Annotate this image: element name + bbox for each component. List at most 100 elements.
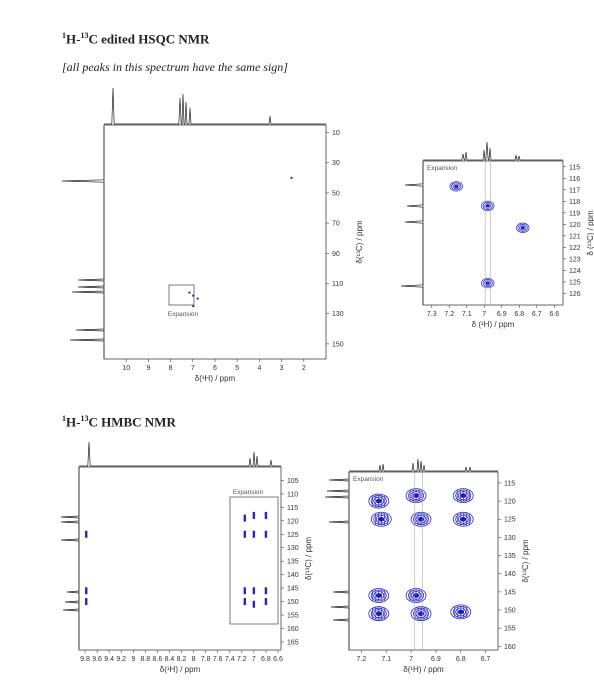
- hsqc-exp-peak: [449, 181, 463, 192]
- hmbc-exp-frame: [348, 471, 499, 651]
- hsqc-exp-peak-contour: [452, 183, 460, 190]
- hsqc-full-ytick-label: 150: [332, 341, 344, 348]
- hsqc-exp-1h-projection: [423, 141, 563, 161]
- hsqc-full-ytick-label: 50: [332, 190, 340, 197]
- hsqc-exp-peak-contour: [519, 225, 527, 231]
- hsqc-exp-xtick-label: 7: [482, 311, 486, 318]
- hsqc-exp-ytick-label: 118: [569, 199, 580, 206]
- hmbc-full-peak: [264, 511, 268, 519]
- hmbc-full-peak: [252, 511, 256, 519]
- hsqc-exp-ytick-label: 120: [569, 222, 581, 229]
- hmbc-full-xtick-label: 7: [252, 656, 256, 663]
- hmbc-full-peak: [243, 587, 247, 595]
- hsqc-exp-frame: [422, 160, 564, 306]
- hmbc-exp-peak: [368, 493, 390, 509]
- hmbc-exp-peak: [370, 511, 392, 527]
- hsqc-full-xtick-label: 4: [257, 365, 261, 372]
- hsqc-full-frame: [103, 124, 327, 360]
- hmbc-exp-peak: [452, 488, 474, 504]
- hsqc-full-xtick-label: 3: [280, 365, 284, 372]
- hsqc-exp-xlabel: δ (¹H) / ppm: [472, 320, 515, 329]
- hmbc-exp-peak-contour: [370, 511, 392, 527]
- hmbc-exp-peak-contour: [368, 606, 390, 622]
- hsqc-exp-peak-contour: [516, 222, 530, 233]
- hsqc-full-xtick-label: 10: [122, 365, 130, 372]
- hmbc-full-ytick-label: 145: [287, 586, 299, 593]
- hsqc-exp-ylabel: δ (¹³C) / ppm: [586, 210, 594, 256]
- hmbc-full-xtick-label: 8.2: [177, 656, 187, 663]
- hsqc-exp-ytick-label: 115: [569, 164, 580, 171]
- hsqc-exp-peak: [481, 200, 495, 212]
- hsqc-exp-peak-contour: [482, 201, 493, 210]
- hmbc-full-ytick-label: 130: [287, 545, 299, 552]
- hsqc-full-xlabel: δ(¹H) / ppm: [195, 374, 236, 383]
- hmbc-full-ytick-label: 135: [287, 559, 299, 566]
- hmbc-full-ytick-label: 150: [287, 599, 299, 606]
- hsqc-exp-peak: [481, 277, 495, 289]
- hmbc-heading: 1H-13C HMBC NMR: [62, 414, 176, 430]
- hsqc-exp-peak-contour: [517, 223, 528, 232]
- hmbc-exp-peak-contour: [410, 511, 432, 527]
- hmbc-full-peak: [85, 530, 88, 538]
- hsqc-full-expansion-label: Expansion: [168, 311, 199, 318]
- hmbc-exp-ylabel: δ(¹³C) / ppm: [521, 539, 530, 582]
- hsqc-heading-sup1: 1: [62, 31, 66, 40]
- hmbc-exp-ytick-label: 120: [504, 499, 516, 506]
- hsqc-full-13c-projection: [61, 125, 105, 359]
- hsqc-heading-part1: H-: [66, 31, 81, 47]
- hmbc-full-xtick-label: 9.2: [116, 656, 126, 663]
- hmbc-heading-part1: H-: [66, 414, 81, 430]
- hmbc-full-13c-projection: [60, 467, 80, 650]
- hmbc-full-ylabel: δ(¹³C) / ppm: [304, 537, 313, 580]
- hsqc-full-ytick-label: 90: [332, 251, 340, 258]
- hmbc-full-ytick-label: 115: [287, 505, 298, 512]
- hmbc-full-xtick-label: 9: [131, 656, 135, 663]
- hmbc-exp-ytick-label: 135: [504, 553, 516, 560]
- hmbc-exp-xlabel: δ(¹H) / ppm: [403, 665, 444, 674]
- hmbc-exp-peak: [450, 604, 472, 620]
- hmbc-exp-1h-projection: [349, 458, 498, 472]
- hmbc-exp-peak-contour: [368, 588, 390, 603]
- hsqc-full-ytick-label: 10: [332, 130, 340, 137]
- hmbc-full-expansion-label: Expansion: [233, 489, 264, 496]
- hmbc-heading-sup1: 1: [62, 414, 66, 423]
- hmbc-full-xtick-label: 7.8: [201, 656, 211, 663]
- hmbc-full-xtick-label: 6.8: [261, 656, 271, 663]
- hsqc-exp-peak-contour: [485, 281, 490, 285]
- hsqc-full-ytick-label: 70: [332, 221, 340, 228]
- hmbc-exp-peak: [410, 606, 432, 622]
- hsqc-exp-ytick-label: 117: [569, 187, 580, 194]
- hmbc-full-peak: [264, 587, 268, 595]
- hmbc-full-ytick-label: 120: [287, 518, 299, 525]
- hmbc-exp-peak: [452, 511, 474, 527]
- hsqc-exp-peak-contour: [482, 279, 493, 288]
- hsqc-exp-ytick-label: 116: [569, 176, 580, 183]
- hmbc-full-xtick-label: 7.2: [237, 656, 247, 663]
- hmbc-exp-peak-contour: [450, 604, 472, 620]
- hmbc-full-xlabel: δ(¹H) / ppm: [160, 665, 201, 674]
- hmbc-exp-xtick-label: 6.9: [431, 656, 441, 663]
- hmbc-heading-sup2: 13: [80, 414, 89, 423]
- hsqc-exp-xtick-label: 6.9: [497, 311, 507, 318]
- hsqc-heading-sup2: 13: [80, 31, 89, 40]
- hsqc-exp-13c-projection: [400, 161, 424, 305]
- hsqc-exp-ytick-label: 126: [569, 291, 581, 298]
- hsqc-full-xtick-label: 2: [302, 365, 306, 372]
- hsqc-exp-title: Expansion: [427, 165, 458, 172]
- hsqc-exp-xtick-label: 6.6: [549, 311, 559, 318]
- hmbc-full-peak: [243, 514, 247, 522]
- hsqc-exp-peak: [516, 222, 530, 233]
- hmbc-full-ytick-label: 165: [287, 639, 299, 646]
- hsqc-exp-peak-contour: [451, 182, 462, 191]
- hmbc-exp-peak-contour: [410, 606, 432, 622]
- hmbc-exp-xtick-label: 7.1: [381, 656, 391, 663]
- hmbc-exp-ytick-label: 150: [504, 608, 516, 615]
- hmbc-exp-peak: [405, 488, 427, 504]
- hsqc-exp-peak-contour: [484, 203, 492, 209]
- hmbc-full-xtick-label: 8.4: [165, 656, 175, 663]
- hmbc-full-peak: [243, 598, 247, 606]
- hmbc-exp-ytick-label: 155: [504, 626, 516, 633]
- hmbc-heading-part2: C HMBC NMR: [88, 414, 176, 430]
- hsqc-exp-ytick-label: 122: [569, 245, 581, 252]
